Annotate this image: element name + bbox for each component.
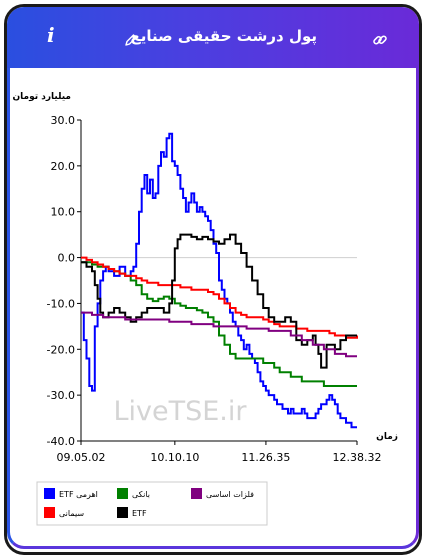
y-tick-label: -30.0 bbox=[47, 389, 75, 402]
x-tick-label: 11.26.35 bbox=[241, 451, 290, 464]
series-line-4 bbox=[81, 311, 357, 358]
legend-box bbox=[36, 481, 268, 526]
y-axis-label: میلیارد تومان bbox=[12, 92, 71, 102]
series-line-2 bbox=[81, 256, 358, 339]
watermark: LiveTSE.ir bbox=[113, 396, 247, 427]
y-tick-label: 10.0 bbox=[51, 206, 76, 219]
y-tick-label: 30.0 bbox=[51, 114, 76, 127]
legend-label: فلزات اساسی bbox=[206, 490, 254, 499]
chart-body: LiveTSE.ir میلیارد تومان زمان 30.0 20.0 10… bbox=[7, 68, 419, 549]
legend-label: ETF اهرمی bbox=[59, 490, 98, 499]
y-tick-label: 20.0 bbox=[51, 160, 76, 173]
x-tick-label: 10.10.10 bbox=[150, 451, 199, 464]
y-tick-label: -10.0 bbox=[47, 297, 75, 310]
legend-swatch bbox=[191, 488, 202, 499]
info-icon[interactable]: i bbox=[47, 23, 55, 47]
legend-label: بانکی bbox=[132, 490, 150, 499]
legend-swatch bbox=[117, 507, 128, 518]
x-tick-label: 12.38.32 bbox=[333, 451, 382, 464]
axis-ticks: 30.0 20.0 10.0 0.0 -10.0 -20.0 -30.0 -40.0 09.05… bbox=[47, 114, 382, 464]
legend-swatch bbox=[44, 488, 55, 499]
link-icon[interactable] bbox=[372, 32, 388, 52]
series-line-0 bbox=[81, 132, 357, 429]
y-tick-label: 0.0 bbox=[58, 252, 76, 265]
card-header: i پول درشت حقیقی صنایع bbox=[7, 7, 419, 68]
legend: ETF اهرمی بانکی فلزات اساسی سیمانی ETF bbox=[36, 481, 268, 526]
legend-swatch bbox=[44, 507, 55, 518]
x-axis-label: زمان bbox=[376, 432, 398, 442]
x-tick-label: 09.05.02 bbox=[57, 451, 106, 464]
legend-label: ETF bbox=[132, 509, 147, 518]
legend-label: سیمانی bbox=[59, 509, 84, 518]
y-tick-label: -20.0 bbox=[47, 343, 75, 356]
y-tick-label: -40.0 bbox=[47, 435, 75, 448]
pencil-icon[interactable] bbox=[124, 32, 138, 51]
legend-swatch bbox=[117, 488, 128, 499]
series-line-3 bbox=[81, 233, 357, 369]
line-chart: LiveTSE.ir میلیارد تومان زمان 30.0 20.0 10… bbox=[12, 92, 398, 526]
chart-card: i پول درشت حقیقی صنایع LiveTSE.ir میلیار… bbox=[4, 4, 422, 555]
page-title: پول درشت حقیقی صنایع bbox=[130, 27, 317, 45]
series-layer bbox=[81, 132, 358, 429]
